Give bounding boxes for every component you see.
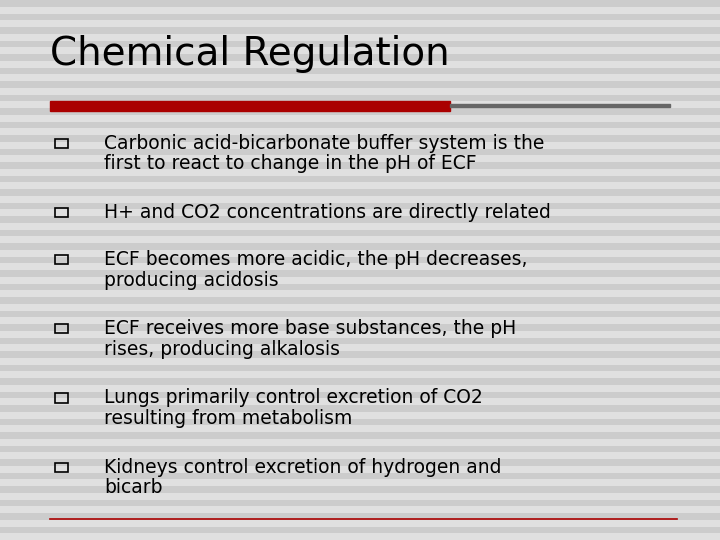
Bar: [0, 94, 720, 102]
Bar: [55, 462, 68, 472]
Bar: [0, 472, 720, 480]
Bar: [0, 526, 720, 534]
Text: H+ and CO2 concentrations are directly related: H+ and CO2 concentrations are directly r…: [104, 202, 552, 222]
Bar: [0, 0, 720, 6]
Bar: [0, 284, 720, 291]
Bar: [0, 338, 720, 345]
Bar: [0, 500, 720, 507]
Bar: [55, 324, 68, 333]
Bar: [0, 446, 720, 453]
Bar: [0, 14, 720, 20]
Bar: [0, 351, 720, 358]
Bar: [0, 108, 720, 115]
Bar: [0, 405, 720, 412]
Bar: [0, 378, 720, 385]
Bar: [50, 101, 450, 111]
Text: rises, producing alkalosis: rises, producing alkalosis: [104, 340, 341, 359]
Bar: [0, 418, 720, 426]
Bar: [55, 393, 68, 403]
Bar: [0, 310, 720, 318]
Bar: [0, 68, 720, 75]
Bar: [0, 230, 720, 237]
Text: Lungs primarily control excretion of CO2: Lungs primarily control excretion of CO2: [104, 388, 483, 408]
Bar: [0, 189, 720, 196]
Bar: [0, 202, 720, 210]
Bar: [0, 364, 720, 372]
Text: Chemical Regulation: Chemical Regulation: [50, 35, 450, 73]
Text: resulting from metabolism: resulting from metabolism: [104, 409, 353, 428]
Text: producing acidosis: producing acidosis: [104, 271, 279, 290]
Bar: [55, 255, 68, 264]
Bar: [0, 486, 720, 493]
Bar: [0, 148, 720, 156]
Bar: [0, 40, 720, 47]
Bar: [0, 513, 720, 520]
Bar: [0, 256, 720, 264]
Text: ECF receives more base substances, the pH: ECF receives more base substances, the p…: [104, 319, 517, 339]
Text: Kidneys control excretion of hydrogen and: Kidneys control excretion of hydrogen an…: [104, 457, 502, 477]
Bar: [0, 81, 720, 88]
Bar: [0, 216, 720, 223]
Bar: [0, 459, 720, 466]
Bar: [55, 138, 68, 147]
Bar: [0, 162, 720, 169]
Bar: [450, 104, 670, 107]
Bar: [0, 432, 720, 439]
Text: Carbonic acid-bicarbonate buffer system is the: Carbonic acid-bicarbonate buffer system …: [104, 133, 545, 153]
Bar: [0, 122, 720, 129]
Bar: [0, 135, 720, 142]
Bar: [0, 54, 720, 60]
Text: bicarb: bicarb: [104, 478, 163, 497]
Bar: [0, 324, 720, 331]
Bar: [0, 270, 720, 277]
Bar: [0, 176, 720, 183]
Bar: [0, 392, 720, 399]
Text: first to react to change in the pH of ECF: first to react to change in the pH of EC…: [104, 154, 477, 173]
Bar: [0, 27, 720, 33]
Bar: [0, 243, 720, 250]
Text: ECF becomes more acidic, the pH decreases,: ECF becomes more acidic, the pH decrease…: [104, 250, 528, 269]
Bar: [55, 207, 68, 217]
Bar: [0, 297, 720, 304]
